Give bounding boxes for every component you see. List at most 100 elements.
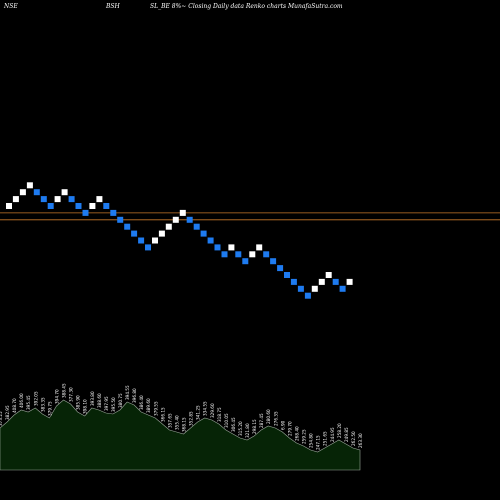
volume-label: 334.55 xyxy=(203,401,208,416)
up-brick xyxy=(172,216,179,223)
volume-label: 298.15 xyxy=(252,419,257,434)
up-brick xyxy=(256,244,263,251)
renko-bricks xyxy=(6,182,353,299)
volume-label: 251.65 xyxy=(323,431,328,446)
down-brick xyxy=(82,209,89,216)
down-brick xyxy=(235,251,242,258)
down-brick xyxy=(124,223,131,230)
down-brick xyxy=(270,258,277,265)
volume-label: 386.40 xyxy=(139,395,144,410)
volume-label: 398.10 xyxy=(83,399,88,414)
up-brick xyxy=(179,209,186,216)
up-brick xyxy=(325,272,332,278)
volume-labels: 373.25 382.95 408.70 406.00 395.45 392.05 383.… xyxy=(0,383,363,450)
volume-label: 392.05 xyxy=(33,391,38,406)
volume-label: 394.70 xyxy=(54,389,59,404)
volume-label: 306.45 xyxy=(231,417,236,432)
volume-label: 329.60 xyxy=(210,403,215,418)
down-brick xyxy=(186,216,193,223)
down-brick xyxy=(284,272,290,278)
volume-label: 385.90 xyxy=(76,395,81,410)
up-brick xyxy=(12,196,19,203)
down-brick xyxy=(339,285,346,292)
volume-label: 315.20 xyxy=(238,421,243,436)
volume-label: 406.00 xyxy=(19,393,24,408)
volume-label: 276.35 xyxy=(273,411,278,426)
volume-label: 395.45 xyxy=(26,395,31,410)
volume-label: 388.45 xyxy=(62,383,67,398)
volume-label: 341.25 xyxy=(196,405,201,420)
volume-label: 377.30 xyxy=(69,387,74,402)
volume-label: 318.75 xyxy=(217,407,222,422)
volume-label: 310.05 xyxy=(224,413,229,428)
down-brick xyxy=(75,203,82,209)
volume-label: 321.80 xyxy=(245,423,250,438)
volume-label: 379.75 xyxy=(47,401,52,416)
down-brick xyxy=(103,203,110,209)
down-brick xyxy=(221,251,228,258)
volume-label: 388.60 xyxy=(97,393,102,408)
down-brick xyxy=(200,230,207,237)
volume-label: 395.50 xyxy=(111,397,116,412)
chart-header: NSE BSH SL_BE 8%~ Closing Daily data Ren… xyxy=(0,0,500,14)
up-brick xyxy=(152,237,158,244)
volume-area-shape xyxy=(0,399,361,471)
volume-label: 280.60 xyxy=(266,409,271,424)
up-brick xyxy=(346,278,353,285)
down-brick xyxy=(242,258,249,265)
down-brick xyxy=(297,285,304,292)
up-brick xyxy=(6,203,12,209)
down-brick xyxy=(263,251,270,258)
up-brick xyxy=(158,230,165,237)
down-brick xyxy=(110,209,117,216)
down-brick xyxy=(214,244,221,251)
up-brick xyxy=(318,278,325,285)
down-brick xyxy=(131,230,138,237)
volume-label: 6.90 xyxy=(280,420,285,430)
down-brick xyxy=(68,196,75,203)
volume-label: 379.55 xyxy=(153,401,158,416)
reference-lines xyxy=(0,212,500,221)
volume-label: 394.55 xyxy=(125,385,130,400)
volume-label: 259.25 xyxy=(302,429,307,444)
exchange-label: NSE xyxy=(4,3,18,10)
volume-label: 397.95 xyxy=(104,396,109,411)
volume-label: 355.40 xyxy=(174,415,179,430)
volume-label: 254.80 xyxy=(309,433,314,448)
down-brick xyxy=(290,278,297,285)
symbol-label: BSH xyxy=(106,3,120,10)
volume-label: 263.30 xyxy=(358,433,363,448)
up-brick xyxy=(26,182,33,189)
down-brick xyxy=(117,216,124,223)
up-brick xyxy=(89,203,96,209)
volume-label: 396.80 xyxy=(132,388,137,403)
volume-label: 244.95 xyxy=(330,427,335,442)
volume-area xyxy=(0,399,361,471)
volume-label: 389.60 xyxy=(146,398,151,413)
up-brick xyxy=(96,196,103,203)
down-brick xyxy=(332,278,339,285)
chart-caption: SL_BE 8%~ Closing Daily data Renko chart… xyxy=(150,3,343,10)
up-brick xyxy=(54,196,61,203)
volume-label: 380.75 xyxy=(118,393,123,408)
down-brick xyxy=(277,265,284,272)
up-brick xyxy=(165,223,172,230)
volume-label: 247.15 xyxy=(316,435,321,450)
down-brick xyxy=(145,244,151,251)
up-brick xyxy=(311,285,318,292)
volume-label: 352.85 xyxy=(189,411,194,426)
down-brick xyxy=(40,196,47,203)
volume-label: 373.25 xyxy=(0,411,3,426)
volume-label: 249.85 xyxy=(344,427,349,442)
up-brick xyxy=(61,189,68,196)
up-brick xyxy=(228,244,235,251)
up-brick xyxy=(249,251,256,258)
volume-label: 408.70 xyxy=(12,398,17,413)
volume-label: 366.15 xyxy=(160,407,165,422)
down-brick xyxy=(33,189,40,196)
volume-label: 393.80 xyxy=(90,391,95,406)
up-brick xyxy=(19,189,26,196)
volume-label: 268.40 xyxy=(294,426,299,441)
down-brick xyxy=(193,223,200,230)
